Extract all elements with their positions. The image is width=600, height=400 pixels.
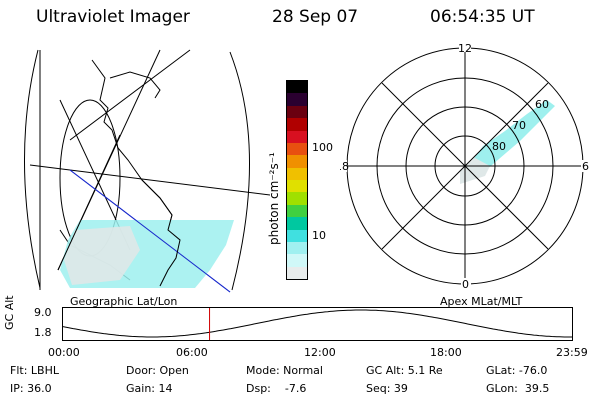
status-ip: IP: 36.0 <box>10 382 52 395</box>
mlt-label-6: 6 <box>582 160 589 173</box>
colorbar-swatch <box>287 155 307 168</box>
geographic-map <box>24 49 270 293</box>
colorbar-swatch <box>287 167 307 180</box>
mlt-label-12: 12 <box>458 44 472 55</box>
globe-limb <box>24 49 41 289</box>
status-seq: Seq: 39 <box>366 382 408 395</box>
coastline <box>109 71 161 99</box>
time-label: 06:54:35 UT <box>430 7 535 27</box>
mlt-label-18: 18 <box>340 160 349 173</box>
timeline-axis-label: GC Alt <box>3 295 16 330</box>
colorbar-swatch <box>287 204 307 218</box>
colorbar-swatch <box>287 217 307 230</box>
lat-label-70: 70 <box>512 119 526 132</box>
colorbar-swatch <box>287 192 307 205</box>
colorbar-unit-label: photon cm⁻²s⁻¹ <box>267 152 281 245</box>
apex-dayglow-region <box>460 158 490 184</box>
dayglow-region <box>64 226 140 285</box>
timeline-ytick-high: 9.0 <box>34 306 52 319</box>
grid-line <box>69 49 191 141</box>
status-glon: GLon: 39.5 <box>486 382 550 395</box>
colorbar-swatch <box>287 142 307 156</box>
color-scale-bar <box>286 80 308 280</box>
colorbar-swatch <box>287 130 307 143</box>
altitude-curve <box>62 309 572 338</box>
colorbar-swatch <box>287 241 307 255</box>
timeline-xtick-3: 18:00 <box>430 346 462 359</box>
colorbar-swatch <box>287 254 307 267</box>
status-glat: GLat: -76.0 <box>486 364 548 377</box>
colorbar-swatch <box>287 93 307 106</box>
mlt-axis-diag2 <box>381 82 549 250</box>
timeline-xtick-4: 23:59 <box>556 346 588 359</box>
lat-label-80: 80 <box>492 140 506 153</box>
altitude-timeline <box>62 307 573 341</box>
status-filter: Flt: LBHL <box>10 364 59 377</box>
apex-emission-region <box>470 100 555 171</box>
apex-polar-plot: 12 18 6 0 60 70 80 <box>340 44 591 291</box>
timeline-ytick-low: 1.8 <box>34 326 52 339</box>
mlt-label-0: 0 <box>462 278 469 291</box>
right-panel-label: Apex MLat/MLT <box>440 295 523 308</box>
status-door: Door: Open <box>126 364 189 377</box>
colorbar-tick-100: 100 <box>312 141 333 154</box>
status-mode: Mode: Normal <box>246 364 323 377</box>
lat-label-60: 60 <box>535 98 549 111</box>
colorbar-swatch <box>287 229 307 242</box>
left-panel-label: Geographic Lat/Lon <box>70 295 178 308</box>
grid-line <box>29 164 270 196</box>
colorbar-swatch <box>287 81 307 94</box>
timeline-frame <box>62 307 573 341</box>
colorbar-tick-10: 10 <box>312 229 326 242</box>
timeline-xtick-1: 06:00 <box>176 346 208 359</box>
globe-limb-right <box>229 51 250 291</box>
timeline-xtick-2: 12:00 <box>304 346 336 359</box>
status-gain: Gain: 14 <box>126 382 173 395</box>
colorbar-swatch <box>287 118 307 131</box>
timeline-xtick-0: 00:00 <box>48 346 80 359</box>
date-label: 28 Sep 07 <box>272 7 359 27</box>
colorbar-swatch <box>287 180 307 193</box>
instrument-title: Ultraviolet Imager <box>36 7 190 27</box>
status-dsp: Dsp: -7.6 <box>246 382 307 395</box>
colorbar-swatch <box>287 266 307 279</box>
colorbar-swatch <box>287 105 307 119</box>
status-gc-alt: GC Alt: 5.1 Re <box>366 364 443 377</box>
